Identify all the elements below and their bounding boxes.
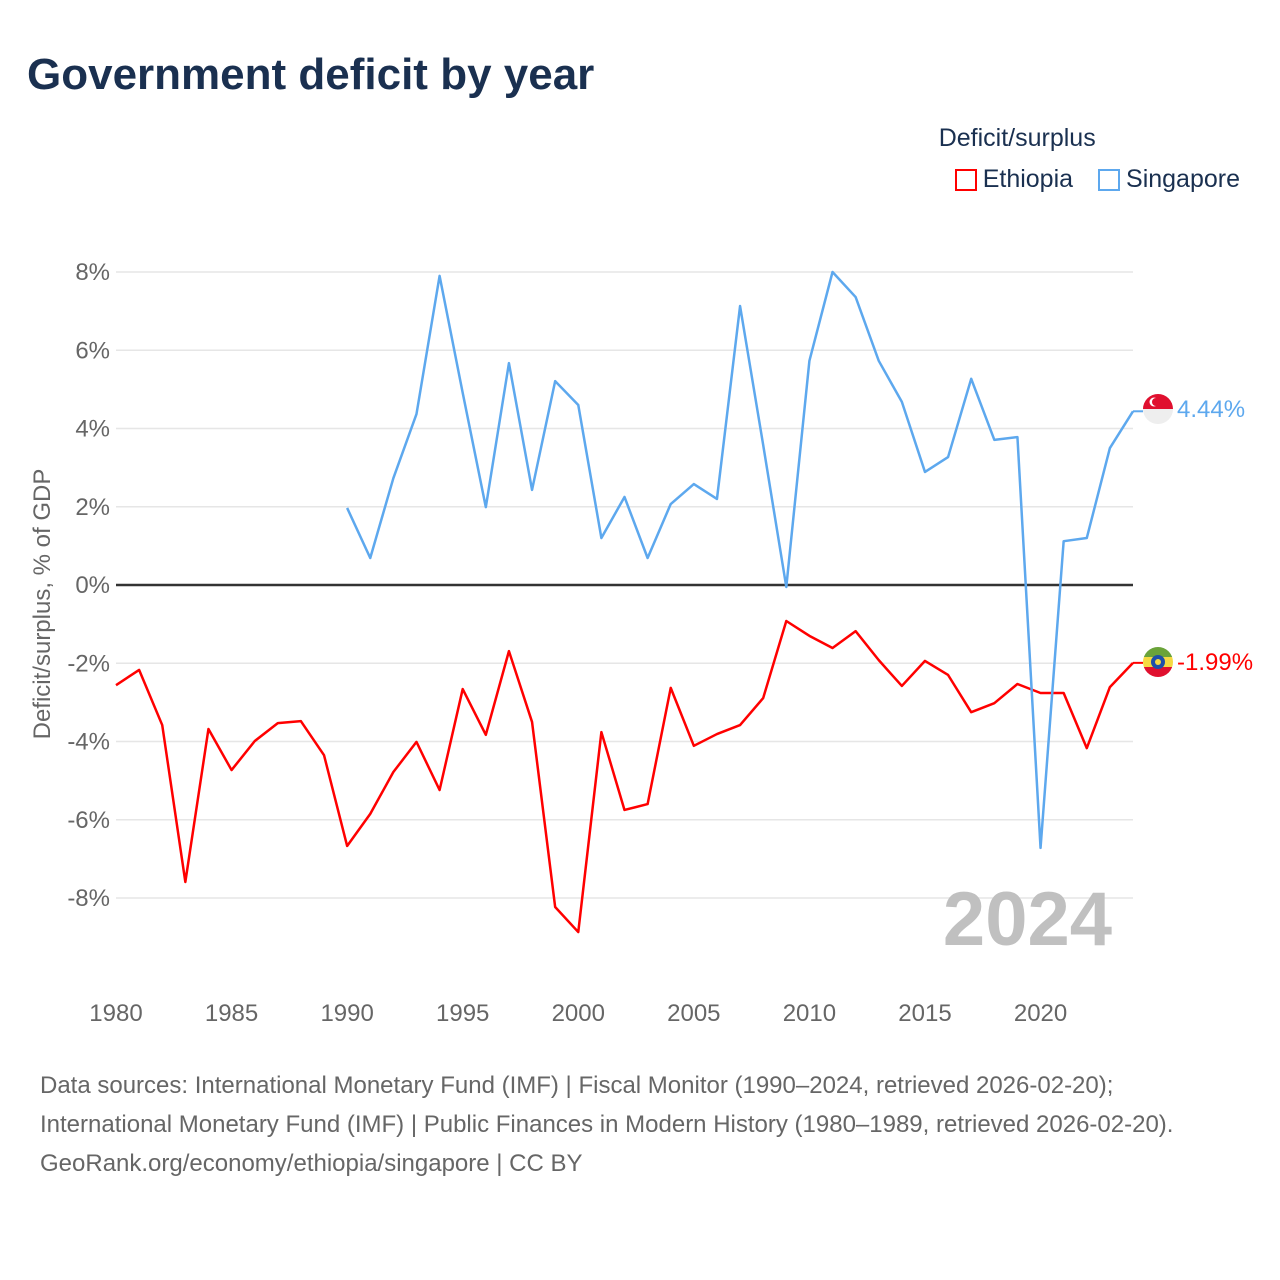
y-tick-label: -4% [67, 729, 110, 756]
legend: Deficit/surplus Ethiopia Singapore [937, 124, 1240, 198]
y-tick-label: -6% [67, 807, 110, 834]
y-tick-label: 6% [75, 337, 110, 364]
x-tick-label: 2015 [898, 1000, 951, 1027]
ethiopia-flag-icon [1143, 647, 1173, 677]
legend-item-singapore[interactable]: Singapore [1098, 165, 1240, 194]
legend-label: Ethiopia [982, 165, 1074, 193]
y-tick-label: 0% [75, 572, 110, 599]
x-tick-label: 1995 [436, 1000, 489, 1027]
y-tick-label: -8% [67, 885, 110, 912]
x-tick-label: 1980 [89, 1000, 142, 1027]
x-tick-label: 1990 [320, 1000, 373, 1027]
x-tick-label: 2020 [1014, 1000, 1067, 1027]
y-tick-label: 2% [75, 494, 110, 521]
y-axis-label: Deficit/surplus, % of GDP [29, 469, 56, 740]
chart-title: Government deficit by year [27, 50, 595, 99]
legend-item-ethiopia[interactable]: Ethiopia [954, 165, 1074, 194]
ethiopia-end-label: -1.99% [1177, 649, 1253, 676]
x-tick-label: 2010 [783, 1000, 836, 1027]
singapore-end-label: 4.44% [1177, 396, 1245, 423]
series-line-singapore[interactable] [346, 270, 1135, 850]
year-watermark: 2024 [943, 877, 1112, 962]
y-tick-label: 4% [75, 416, 110, 443]
y-tick-label: -2% [67, 650, 110, 677]
legend-swatch [954, 168, 977, 191]
legend-title: Deficit/surplus [938, 124, 1096, 152]
legend-label: Singapore [1126, 165, 1240, 193]
x-tick-label: 1985 [205, 1000, 258, 1027]
data-sources: Data sources: International Monetary Fun… [40, 1072, 1174, 1138]
x-tick-label: 2000 [552, 1000, 605, 1027]
singapore-flag-icon [1143, 394, 1173, 424]
y-tick-label: 8% [75, 259, 110, 286]
credit-link[interactable]: GeoRank.org/economy/ethiopia/singapore |… [40, 1150, 583, 1177]
x-tick-label: 2005 [667, 1000, 720, 1027]
footer: Data sources: International Monetary Fun… [40, 1066, 1240, 1183]
legend-swatch [1098, 168, 1121, 191]
